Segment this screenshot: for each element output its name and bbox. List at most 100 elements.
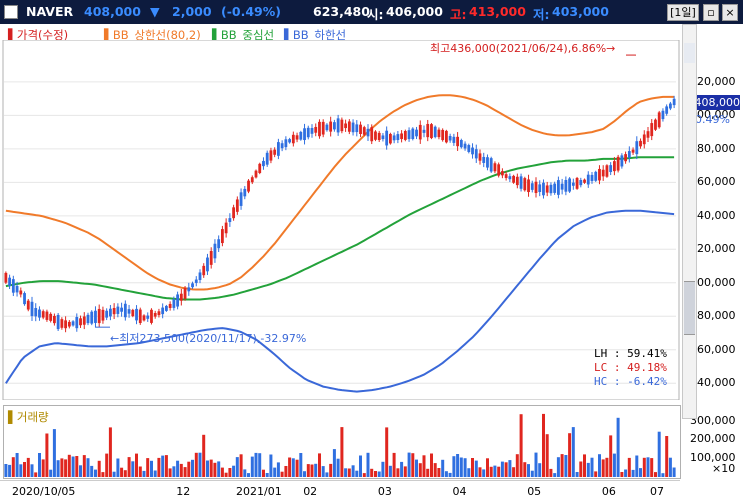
volume-bar <box>4 464 8 477</box>
volume-bar <box>355 470 359 477</box>
volume-bar <box>504 462 508 477</box>
volume-bar <box>11 457 15 477</box>
candle-body <box>329 121 333 132</box>
volume-bar <box>545 434 549 477</box>
volume-bar <box>67 454 71 477</box>
stock-name: NAVER <box>26 4 74 19</box>
candle-body <box>616 156 620 171</box>
current-price-marker: 408,000 <box>685 95 740 110</box>
volume-bar <box>306 464 310 477</box>
volume-bar <box>138 466 142 477</box>
legend-bb-middle-marker: ▌ <box>212 28 221 42</box>
volume-bar <box>191 459 194 477</box>
candle-body <box>168 303 172 308</box>
candle-body <box>97 308 101 324</box>
candle-body <box>389 133 392 144</box>
candle-body <box>553 183 557 193</box>
volume-bar <box>344 468 348 477</box>
candle-body <box>34 308 38 317</box>
candle-body <box>515 176 519 186</box>
candle-body <box>64 320 67 329</box>
x-tick-label: 06 <box>601 485 616 498</box>
candle-body <box>82 316 86 325</box>
volume-bar <box>161 455 165 477</box>
candle-body <box>306 127 310 138</box>
candle-body <box>209 250 213 265</box>
window-menu-box[interactable] <box>4 5 18 19</box>
stat-hc: HC : -6.42% <box>594 375 667 388</box>
candle-body <box>430 124 433 139</box>
candle-body <box>310 128 314 134</box>
volume-bar <box>146 458 150 477</box>
volume-bar <box>635 455 639 477</box>
candle-body <box>284 139 288 148</box>
volume-bar <box>661 473 665 477</box>
candle-body <box>415 129 418 137</box>
candle-body <box>131 309 135 317</box>
volume-bar <box>482 469 486 477</box>
x-tick-label: 07 <box>650 485 664 498</box>
candle-body <box>344 123 347 129</box>
volume-bar <box>422 455 426 477</box>
volume-bar <box>220 467 224 477</box>
candle-body <box>624 154 627 162</box>
candle-body <box>650 123 654 137</box>
volume-bar <box>579 461 583 477</box>
volume-bar <box>594 471 598 477</box>
volume-bar <box>284 466 288 477</box>
candle-body <box>575 177 579 189</box>
volume-bar <box>179 463 183 477</box>
volume-bar <box>120 467 124 477</box>
volume-bar <box>639 468 642 477</box>
candle-body <box>359 124 362 134</box>
volume-bar <box>336 458 340 477</box>
open-value: 406,000 <box>386 4 443 19</box>
vertical-scrollbar[interactable] <box>682 24 697 419</box>
volume-bar <box>97 460 101 477</box>
volume-bar <box>64 459 68 477</box>
volume-bar <box>176 460 180 477</box>
candle-body <box>411 128 415 140</box>
volume-bar <box>299 453 303 477</box>
volume-bar <box>530 470 534 477</box>
candle-body <box>635 141 639 155</box>
price-panel-frame <box>2 40 680 400</box>
volume-bar <box>224 472 228 477</box>
candle-body <box>179 293 183 301</box>
candle-body <box>333 122 336 130</box>
restore-icon[interactable]: ▫ <box>703 4 719 21</box>
candle-body <box>486 157 489 168</box>
candle-body <box>291 134 295 144</box>
candle-body <box>94 310 97 323</box>
volume-bar <box>601 459 605 477</box>
volume-bar <box>19 464 23 477</box>
volume-bar <box>411 453 415 477</box>
volume-bar <box>672 467 676 477</box>
volume-bar <box>108 427 112 477</box>
volume-bar <box>418 463 422 477</box>
low-annotation: ←최저273,500(2020/11/17),-32.97% <box>110 332 307 345</box>
candle-body <box>609 165 613 173</box>
volume-bar <box>198 452 202 477</box>
candle-body <box>631 149 635 153</box>
volume-bar <box>407 452 411 477</box>
volume-bar <box>430 453 433 477</box>
quote-header: NAVER 408,000 ▼ 2,000 (-0.49%) 623,480 시… <box>0 0 743 24</box>
candle-body <box>564 179 568 192</box>
scroll-thumb[interactable] <box>684 281 695 335</box>
period-button[interactable]: [1일] <box>667 4 699 21</box>
bb-middle-line <box>5 156 675 301</box>
candle-body <box>347 121 351 132</box>
volume-bar <box>127 457 131 477</box>
candle-body <box>471 147 474 155</box>
candle-body <box>385 130 389 146</box>
volume-bar <box>60 458 64 477</box>
close-icon[interactable]: × <box>722 4 738 21</box>
price-chart <box>2 40 680 400</box>
candle-body <box>598 168 601 181</box>
high-annotation: 최고436,000(2021/06/24),6.86%→ <box>430 42 616 55</box>
candle-body <box>478 153 482 161</box>
candle-body <box>351 122 355 133</box>
volume-bar <box>642 457 646 477</box>
volume-bar <box>403 466 407 477</box>
